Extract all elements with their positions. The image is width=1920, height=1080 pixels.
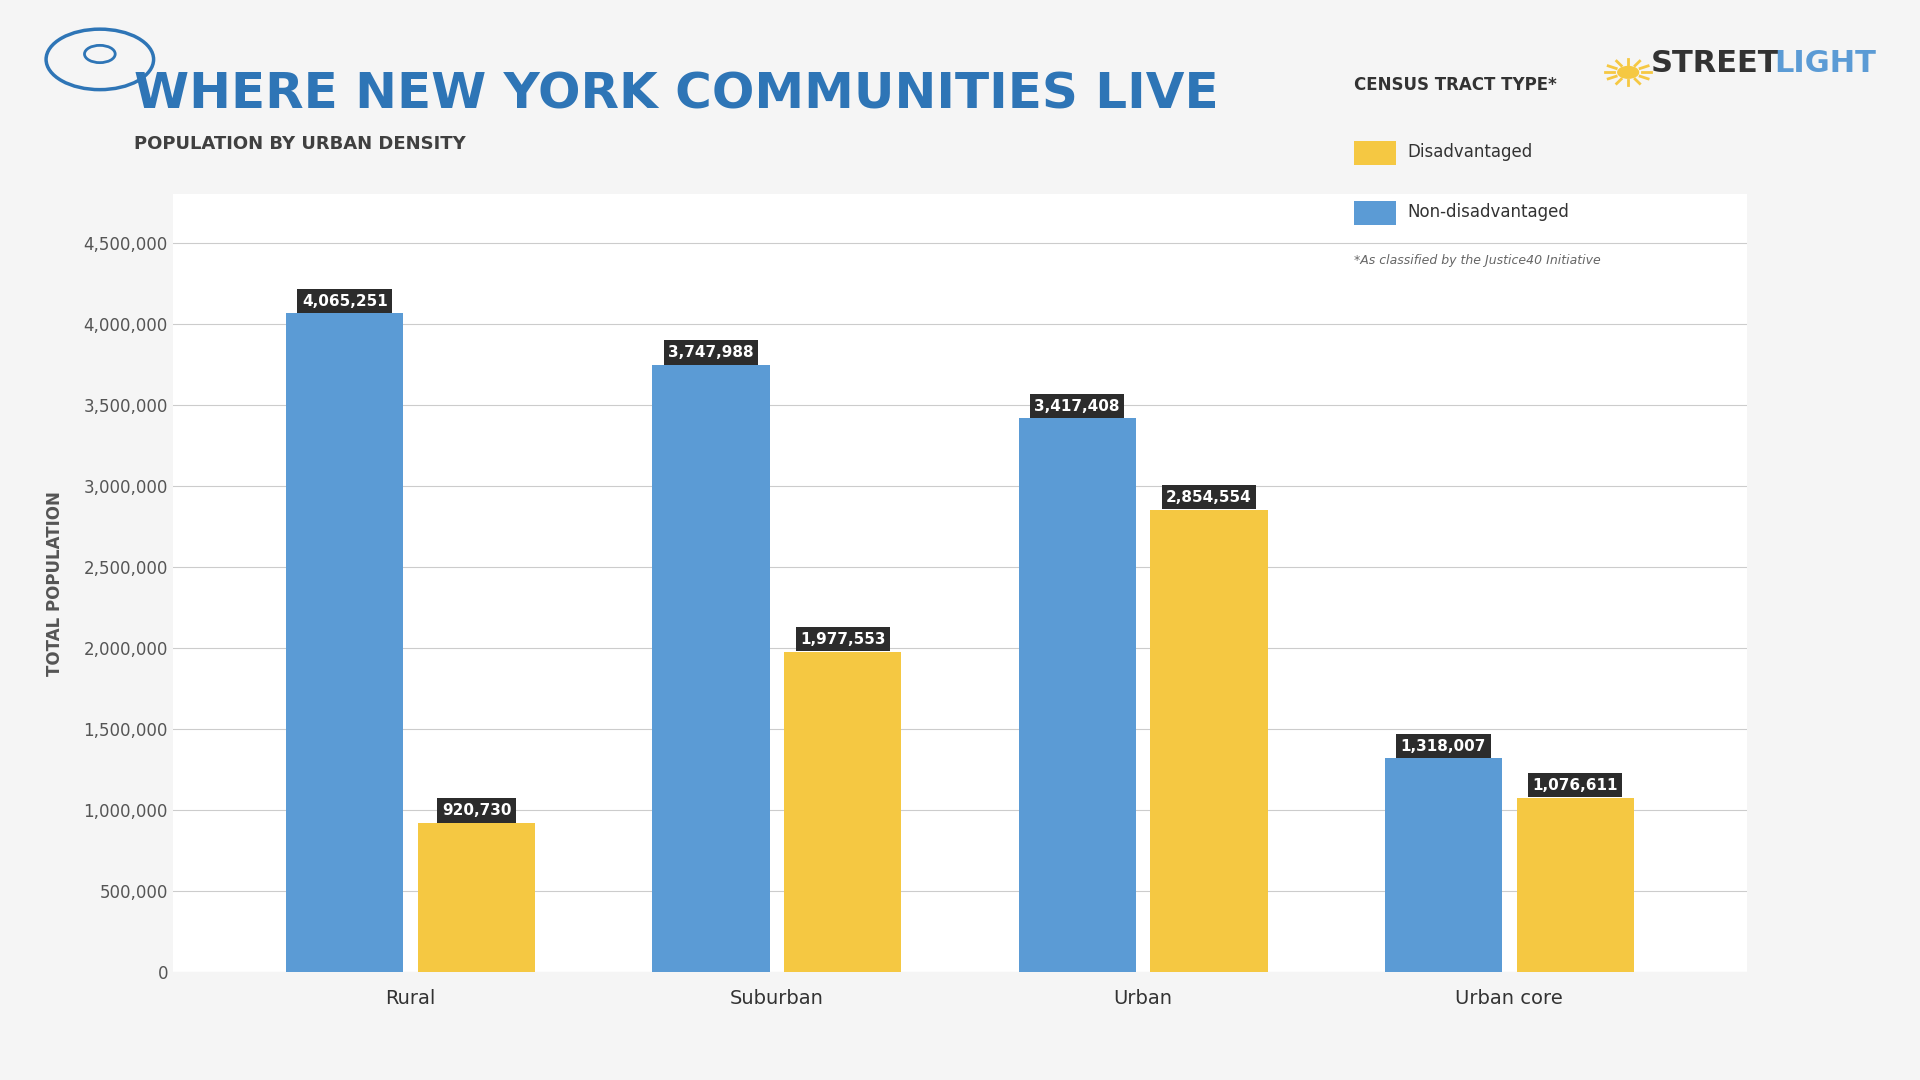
Text: 3,747,988: 3,747,988: [668, 345, 755, 360]
Bar: [653, 365, 770, 972]
Text: *As classified by the Justice40 Initiative: *As classified by the Justice40 Initiati…: [1354, 254, 1601, 267]
Bar: [1150, 510, 1267, 972]
Text: Disadvantaged: Disadvantaged: [1407, 144, 1532, 161]
Text: CENSUS TRACT TYPE*: CENSUS TRACT TYPE*: [1354, 76, 1557, 94]
Bar: [286, 313, 403, 972]
Bar: [783, 651, 900, 972]
Text: STREET: STREET: [1651, 49, 1780, 78]
Text: 3,417,408: 3,417,408: [1035, 399, 1119, 414]
Text: Non-disadvantaged: Non-disadvantaged: [1407, 203, 1569, 220]
Bar: [1517, 798, 1634, 972]
Bar: [1020, 418, 1137, 972]
Text: 4,065,251: 4,065,251: [301, 294, 388, 309]
Text: 1,977,553: 1,977,553: [801, 632, 885, 647]
Bar: [419, 823, 536, 972]
Text: 2,854,554: 2,854,554: [1165, 489, 1252, 504]
Text: LIGHT: LIGHT: [1774, 49, 1876, 78]
Y-axis label: TOTAL POPULATION: TOTAL POPULATION: [46, 490, 63, 676]
Text: 920,730: 920,730: [442, 804, 511, 818]
Text: 1,318,007: 1,318,007: [1400, 739, 1486, 754]
Text: WHERE NEW YORK COMMUNITIES LIVE: WHERE NEW YORK COMMUNITIES LIVE: [134, 70, 1219, 118]
Text: POPULATION BY URBAN DENSITY: POPULATION BY URBAN DENSITY: [134, 135, 467, 153]
Bar: [1384, 758, 1501, 972]
Text: 1,076,611: 1,076,611: [1532, 778, 1619, 793]
